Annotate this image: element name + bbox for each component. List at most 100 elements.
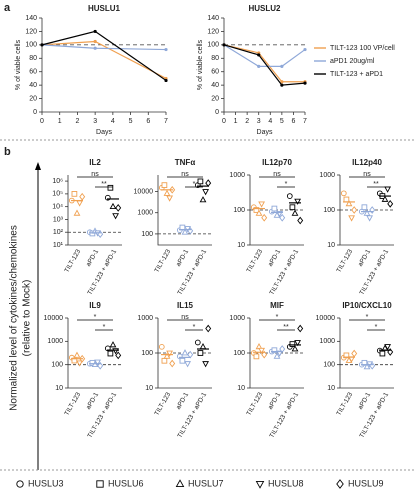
y-tick-label: 40 <box>29 82 37 89</box>
x-tick-label: 3 <box>93 118 97 125</box>
y-tick-label: 10 <box>327 242 335 249</box>
x-tick-label: 2 <box>245 118 249 125</box>
point <box>297 324 304 333</box>
point <box>381 195 389 202</box>
significance-label: ns <box>273 171 281 178</box>
point <box>255 480 265 489</box>
y-tick-label: 10 <box>55 385 63 392</box>
point <box>289 341 296 347</box>
point <box>115 204 122 212</box>
y-tick-label: 10 <box>237 242 245 249</box>
x-tick-label: aPD-1 <box>175 391 190 411</box>
significance-label: ns <box>181 314 189 321</box>
chart-title: IL12p40 <box>352 158 382 167</box>
y-tick-label: 10000 <box>316 315 336 322</box>
y-tick-label: 100 <box>233 207 245 214</box>
point <box>280 64 284 68</box>
significance-label: * <box>103 324 106 331</box>
y-tick-label: 1000 <box>319 338 335 345</box>
x-tick-label: 3 <box>257 118 261 125</box>
significance-label: ** <box>373 181 379 188</box>
point <box>351 206 358 214</box>
x-tick-label: TILT-123 <box>63 248 82 274</box>
point <box>363 363 371 370</box>
y-tick-label: 100 <box>323 362 335 369</box>
point <box>161 357 168 364</box>
point <box>258 201 266 208</box>
point <box>294 340 302 347</box>
x-tick-label: aPD-1 <box>357 391 372 411</box>
y-tick-label: 60 <box>211 69 219 76</box>
point <box>258 347 266 355</box>
x-axis-label: Days <box>96 129 112 136</box>
point <box>175 479 185 488</box>
y-tick-label: 10000 <box>134 188 154 195</box>
point <box>184 361 192 368</box>
x-tick-label: 7 <box>164 118 168 125</box>
x-tick-label: TILT-123 <box>245 391 264 417</box>
point <box>379 350 386 357</box>
chart-title: TNFα <box>175 158 196 167</box>
y-tick-label: 1000 <box>229 172 245 179</box>
x-tick-label: 2 <box>75 118 79 125</box>
axis <box>41 18 166 113</box>
point <box>166 195 174 202</box>
series-line <box>223 44 305 83</box>
point <box>291 345 299 352</box>
point <box>345 200 353 207</box>
y-tick-label: 10³ <box>53 216 64 223</box>
x-tick-label: TILT-123 <box>335 248 354 274</box>
point <box>93 29 97 34</box>
point <box>255 209 263 216</box>
point <box>297 216 304 225</box>
legend-label: HUSLU8 <box>268 478 304 488</box>
y-tick-label: 100 <box>141 231 153 238</box>
point <box>115 351 122 360</box>
y-tick-label: 140 <box>25 15 37 22</box>
point <box>303 47 307 52</box>
y-tick-label: 10² <box>53 229 64 236</box>
x-tick-label: TILT-123 <box>153 248 172 274</box>
y-tick-label: 40 <box>211 82 219 89</box>
panel-label: b <box>4 146 11 158</box>
chart-title: MIF <box>270 301 284 310</box>
chart-title: IP10/CXCL10 <box>342 301 392 310</box>
point <box>340 190 347 197</box>
x-tick-label: 4 <box>268 118 272 125</box>
point <box>279 213 286 222</box>
x-tick-label: 5 <box>280 118 284 125</box>
y-tick-label: 0 <box>215 109 219 116</box>
x-tick-label: 4 <box>111 118 115 125</box>
y-tick-label: 20 <box>29 95 37 102</box>
chart-title: IL2 <box>89 158 101 167</box>
x-tick-label: TILT-123 <box>245 248 264 274</box>
point <box>40 43 44 47</box>
y-axis-label: Normalized level of cytokines/chemokines <box>9 225 20 411</box>
series-line <box>223 44 306 86</box>
point <box>166 350 174 357</box>
y-tick-label: 100 <box>25 42 37 49</box>
y-tick-label: 100 <box>233 350 245 357</box>
point <box>348 215 356 222</box>
significance-label: ns <box>181 171 189 178</box>
point <box>73 351 81 358</box>
x-tick-label: aPD-1 <box>85 391 100 411</box>
point <box>361 204 368 211</box>
point <box>163 352 171 359</box>
x-axis-label: Days <box>257 129 273 136</box>
series-line <box>223 44 306 67</box>
point <box>169 359 176 368</box>
legend-label: aPD1 20ug/ml <box>330 58 375 65</box>
significance-label: * <box>375 324 378 331</box>
chart-title: HUSLU1 <box>88 4 121 13</box>
y-tick-label: 80 <box>29 55 37 62</box>
point <box>197 350 204 356</box>
point <box>179 357 186 364</box>
point <box>257 64 261 68</box>
legend-label: HUSLU9 <box>348 478 384 488</box>
y-tick-label: 1000 <box>137 315 153 322</box>
point <box>199 343 207 350</box>
point <box>351 349 358 358</box>
y-tick-label: 1000 <box>229 315 245 322</box>
